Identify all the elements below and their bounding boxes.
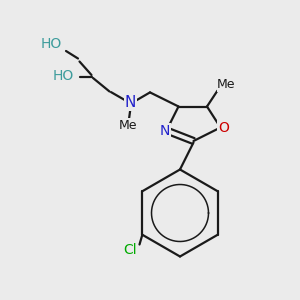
Text: Cl: Cl (124, 244, 137, 257)
Text: N: N (160, 124, 170, 137)
Text: O: O (218, 121, 229, 134)
Text: Me: Me (217, 78, 236, 91)
Text: N: N (125, 95, 136, 110)
Text: HO: HO (40, 37, 61, 51)
Text: Me: Me (118, 118, 137, 132)
Text: HO: HO (52, 69, 74, 83)
